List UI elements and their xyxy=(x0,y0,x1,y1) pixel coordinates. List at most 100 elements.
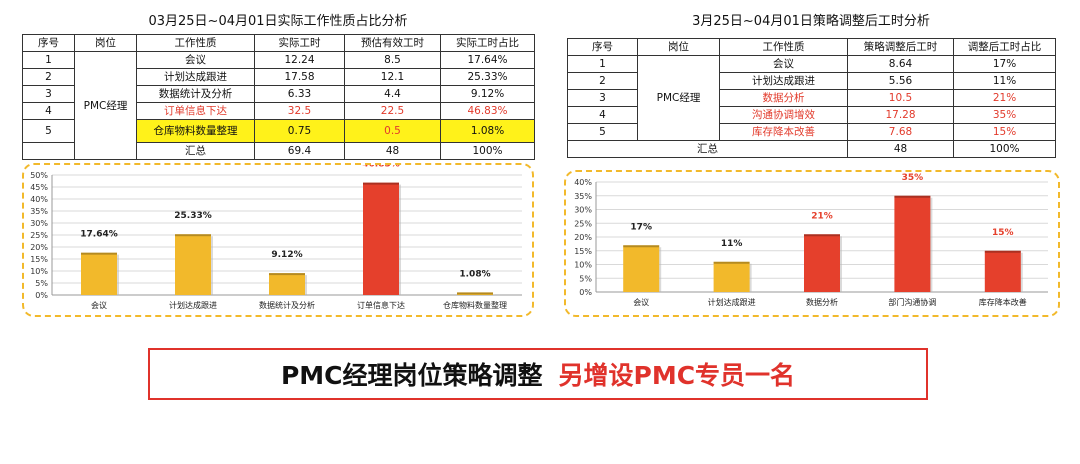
work-type: 数据分析 xyxy=(719,89,848,107)
header-cell: 序号 xyxy=(22,34,75,52)
data-label: 15% xyxy=(992,228,1014,238)
row-number xyxy=(22,142,75,160)
data-label: 11% xyxy=(721,239,743,249)
row-number: 3 xyxy=(567,89,638,107)
adjusted-hours: 8.64 xyxy=(847,55,954,73)
y-tick-label: 10% xyxy=(30,267,48,276)
estimated-hours: 12.1 xyxy=(344,68,441,86)
estimated-hours: 4.4 xyxy=(344,85,441,103)
bar xyxy=(175,234,211,295)
total-actual: 69.4 xyxy=(254,142,345,160)
bar xyxy=(984,250,1021,292)
table-header-row: 序号 岗位 工作性质 实际工时 预估有效工时 实际工时占比 xyxy=(22,34,535,52)
work-type: 库存降本改善 xyxy=(719,123,848,141)
y-tick-label: 45% xyxy=(30,183,48,192)
data-label: 25.33% xyxy=(174,211,212,221)
category-label: 部门沟通协调 xyxy=(888,297,936,307)
y-tick-label: 25% xyxy=(30,231,48,240)
data-label: 17.64% xyxy=(80,230,118,240)
row-number: 1 xyxy=(22,51,75,69)
left-bar-chart: 0% 5% 10% 15% 20% 25% 30% 35% 40% 45% 50% 17.64% 会议 2… xyxy=(30,165,522,310)
right-table: 序号 岗位 工作性质 策略调整后工时 调整后工时占比 1 PMC经理 会议 8.… xyxy=(567,38,1056,158)
bar xyxy=(623,245,660,292)
bar-top-edge xyxy=(457,292,493,295)
table-row: 1 PMC经理 会议 8.64 17% xyxy=(567,55,1056,141)
table-row: 3 数据分析 10.5 21% xyxy=(567,89,1056,107)
row-number: 4 xyxy=(567,106,638,124)
y-tick-label: 15% xyxy=(30,255,48,264)
row-number: 2 xyxy=(22,68,75,86)
bar-top-edge xyxy=(804,234,840,237)
work-type: 仓库物料数量整理 xyxy=(136,119,255,143)
work-type: 计划达成跟进 xyxy=(719,72,848,90)
y-tick-label: 35% xyxy=(30,207,48,216)
y-tick-label: 20% xyxy=(30,243,48,252)
work-type: 会议 xyxy=(719,55,848,73)
table-row: 5 仓库物料数量整理 0.75 0.5 1.08% xyxy=(22,119,535,143)
header-cell: 预估有效工时 xyxy=(344,34,441,52)
bar-top-edge xyxy=(623,245,660,248)
left-chart-panel: 0% 5% 10% 15% 20% 25% 30% 35% 40% 45% 50% 17.64% 会议 2… xyxy=(22,163,534,317)
table-row: 4 沟通协调增效 17.28 35% xyxy=(567,106,1056,124)
actual-hours: 17.58 xyxy=(254,68,345,86)
adjusted-hours: 7.68 xyxy=(847,123,954,141)
adjusted-hours: 5.56 xyxy=(847,72,954,90)
bar-top-edge xyxy=(81,252,117,255)
y-tick-label: 20% xyxy=(574,233,592,242)
row-number: 5 xyxy=(22,119,75,143)
category-label: 计划达成跟进 xyxy=(708,297,756,307)
total-ratio: 100% xyxy=(440,142,535,160)
header-cell: 实际工时 xyxy=(254,34,345,52)
table-total-row: 汇总 69.4 48 100% xyxy=(22,142,535,160)
category-label: 订单信息下达 xyxy=(357,300,405,310)
banner-text-strategy: PMC经理岗位策略调整 xyxy=(280,361,543,390)
total-estimated: 48 xyxy=(344,142,441,160)
category-label: 仓库物料数量整理 xyxy=(443,300,507,310)
row-number: 3 xyxy=(22,85,75,103)
adjusted-hours: 17.28 xyxy=(847,106,954,124)
right-chart-panel: 0% 5% 10% 15% 20% 25% 30% 35% 40% 17% 会议 11% 计划达成跟进 2… xyxy=(564,170,1060,317)
banner-text-new-position: 另增设PMC专员一名 xyxy=(558,361,796,390)
total-label: 汇总 xyxy=(567,140,848,158)
y-tick-label: 40% xyxy=(574,178,592,187)
actual-ratio: 46.83% xyxy=(440,102,535,120)
actual-hours: 0.75 xyxy=(254,119,345,143)
row-number: 1 xyxy=(567,55,638,73)
right-title: 3月25日~04月01日策略调整后工时分析 xyxy=(692,14,930,29)
work-type: 数据统计及分析 xyxy=(136,85,255,103)
bar xyxy=(81,252,117,295)
data-label: 17% xyxy=(630,222,652,232)
header-cell: 工作性质 xyxy=(719,38,848,56)
header-cell: 调整后工时占比 xyxy=(953,38,1056,56)
strategy-banner: PMC经理岗位策略调整 另增设PMC专员一名 xyxy=(148,348,928,400)
table-row: 1 PMC经理 会议 12.24 8.5 17.64% xyxy=(22,51,535,160)
bar-top-edge xyxy=(269,273,305,276)
y-tick-label: 40% xyxy=(30,195,48,204)
left-title: 03月25日~04月01日实际工作性质占比分析 xyxy=(148,14,408,29)
bar xyxy=(363,182,399,295)
category-label: 会议 xyxy=(633,297,649,307)
data-label: 1.08% xyxy=(459,269,490,279)
total-hours: 48 xyxy=(847,140,954,158)
header-cell: 工作性质 xyxy=(136,34,255,52)
data-label: 9.12% xyxy=(271,250,302,260)
bar-top-edge xyxy=(984,250,1021,253)
category-label: 数据统计及分析 xyxy=(259,300,315,310)
y-tick-label: 0% xyxy=(35,291,48,300)
right-bar-chart: 0% 5% 10% 15% 20% 25% 30% 35% 40% 17% 会议 11% 计划达成跟进 2… xyxy=(574,173,1048,307)
y-tick-label: 0% xyxy=(579,288,592,297)
bar xyxy=(713,261,750,292)
actual-ratio: 1.08% xyxy=(440,119,535,143)
header-cell: 岗位 xyxy=(637,38,720,56)
y-tick-label: 30% xyxy=(30,219,48,228)
estimated-hours: 0.5 xyxy=(344,119,441,143)
y-tick-label: 15% xyxy=(574,247,592,256)
y-tick-label: 30% xyxy=(574,206,592,215)
data-label: 35% xyxy=(902,173,924,183)
left-table: 序号 岗位 工作性质 实际工时 预估有效工时 实际工时占比 1 PMC经理 会议… xyxy=(22,34,535,160)
adjusted-ratio: 21% xyxy=(953,89,1056,107)
table-header-row: 序号 岗位 工作性质 策略调整后工时 调整后工时占比 xyxy=(567,38,1056,56)
table-row: 2 计划达成跟进 5.56 11% xyxy=(567,72,1056,90)
work-type: 计划达成跟进 xyxy=(136,68,255,86)
y-tick-label: 35% xyxy=(574,192,592,201)
